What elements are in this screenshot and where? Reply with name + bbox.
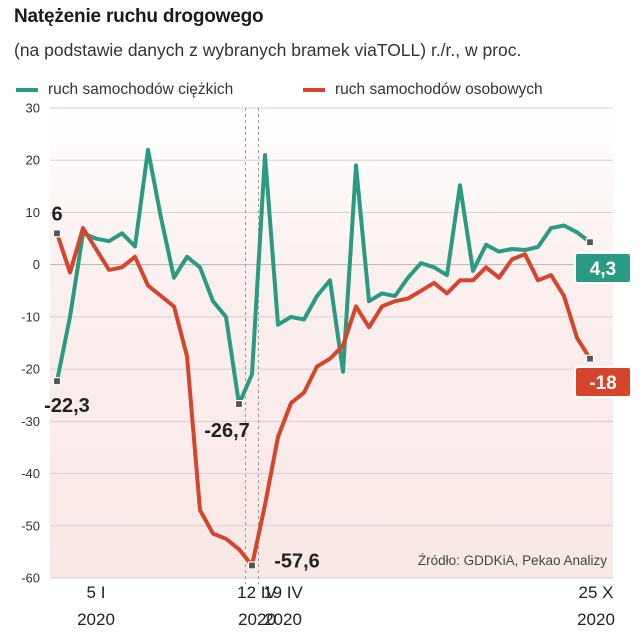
chart-title: Natężenie ruchu drogowego bbox=[14, 6, 264, 27]
legend-item-passenger: ruch samochodów osobowych bbox=[303, 81, 543, 99]
data-annotation: -22,3 bbox=[44, 395, 90, 417]
x-tick-label: 19 IV bbox=[263, 583, 303, 602]
data-annotation: -57,6 bbox=[274, 550, 320, 572]
x-tick-label: 25 X bbox=[579, 583, 614, 602]
series-line-passenger bbox=[55, 226, 592, 568]
x-tick-label-year: 2020 bbox=[77, 610, 115, 629]
y-tick-label: -20 bbox=[21, 362, 40, 377]
legend-swatch-passenger bbox=[303, 88, 325, 92]
y-tick-label: 30 bbox=[26, 101, 40, 116]
end-badge-label: 4,3 bbox=[590, 259, 616, 280]
legend-swatch-heavy bbox=[16, 88, 38, 92]
y-tick-label: 10 bbox=[26, 205, 40, 220]
x-tick-label: 12 IV bbox=[237, 583, 277, 602]
y-tick-label: -10 bbox=[21, 309, 40, 324]
data-point-marker bbox=[247, 561, 257, 570]
x-tick-label-year: 2020 bbox=[264, 610, 302, 629]
data-point-marker bbox=[52, 229, 62, 238]
x-tick-label-year: 2020 bbox=[238, 610, 276, 629]
y-tick-label: -60 bbox=[21, 571, 40, 586]
legend: ruch samochodów ciężkich ruch samochodów… bbox=[0, 81, 641, 99]
data-point-marker bbox=[52, 377, 62, 386]
data-point-marker bbox=[585, 354, 595, 363]
y-tick-label: -40 bbox=[21, 466, 40, 481]
y-tick-label: -30 bbox=[21, 414, 40, 429]
end-badge-heavy bbox=[574, 252, 632, 284]
legend-label-heavy: ruch samochodów ciężkich bbox=[48, 81, 234, 98]
source-note: Źródło: GDDKiA, Pekao Analizy bbox=[418, 553, 607, 568]
y-tick-label: 20 bbox=[26, 153, 40, 168]
y-tick-label: 0 bbox=[33, 257, 40, 272]
x-tick-label-year: 2020 bbox=[577, 610, 615, 629]
series-line-heavy bbox=[55, 147, 592, 407]
legend-label-passenger: ruch samochodów osobowych bbox=[335, 81, 543, 98]
end-badge-label: -18 bbox=[589, 373, 616, 394]
data-annotation: 6 bbox=[51, 203, 62, 225]
data-point-marker bbox=[234, 400, 244, 409]
end-badge-passenger bbox=[574, 366, 632, 398]
legend-item-heavy: ruch samochodów ciężkich bbox=[16, 81, 233, 99]
chart-subtitle: (na podstawie danych z wybranych bramek … bbox=[14, 40, 522, 60]
plot-background bbox=[50, 108, 613, 578]
data-annotation: -26,7 bbox=[204, 420, 250, 442]
y-tick-label: -50 bbox=[21, 518, 40, 533]
data-point-marker bbox=[585, 238, 595, 247]
x-tick-label: 5 I bbox=[87, 583, 106, 602]
